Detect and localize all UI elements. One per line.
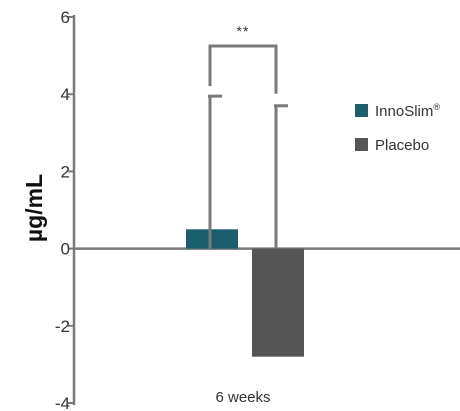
legend-label-placebo: Placebo [375,137,429,154]
error-bars [208,94,288,249]
significance-bracket: ** [208,23,278,94]
significance-label: ** [237,23,250,39]
category-labels: 6 weeks [215,389,270,406]
y-tick-label: -2 [55,317,70,336]
y-tick-label: 6 [61,8,70,27]
legend: InnoSlim® Placebo [355,102,440,154]
y-tick-label: -4 [55,394,70,411]
significance-bracket-line [208,44,278,94]
category-label: 6 weeks [215,389,270,406]
legend-swatch-placebo [355,138,368,151]
y-tick-label: 2 [61,162,70,181]
y-axis-label: µg/mL [21,174,47,242]
legend-swatch-innoslim [355,104,368,117]
bars [186,229,304,357]
y-tick-label: 4 [61,85,70,104]
y-ticks: 6 4 2 0 -2 -4 [55,8,74,411]
bar-innoslim [186,229,238,249]
bar-placebo [252,248,304,357]
y-tick-label: 0 [61,240,70,259]
legend-label-innoslim: InnoSlim® [375,102,440,120]
